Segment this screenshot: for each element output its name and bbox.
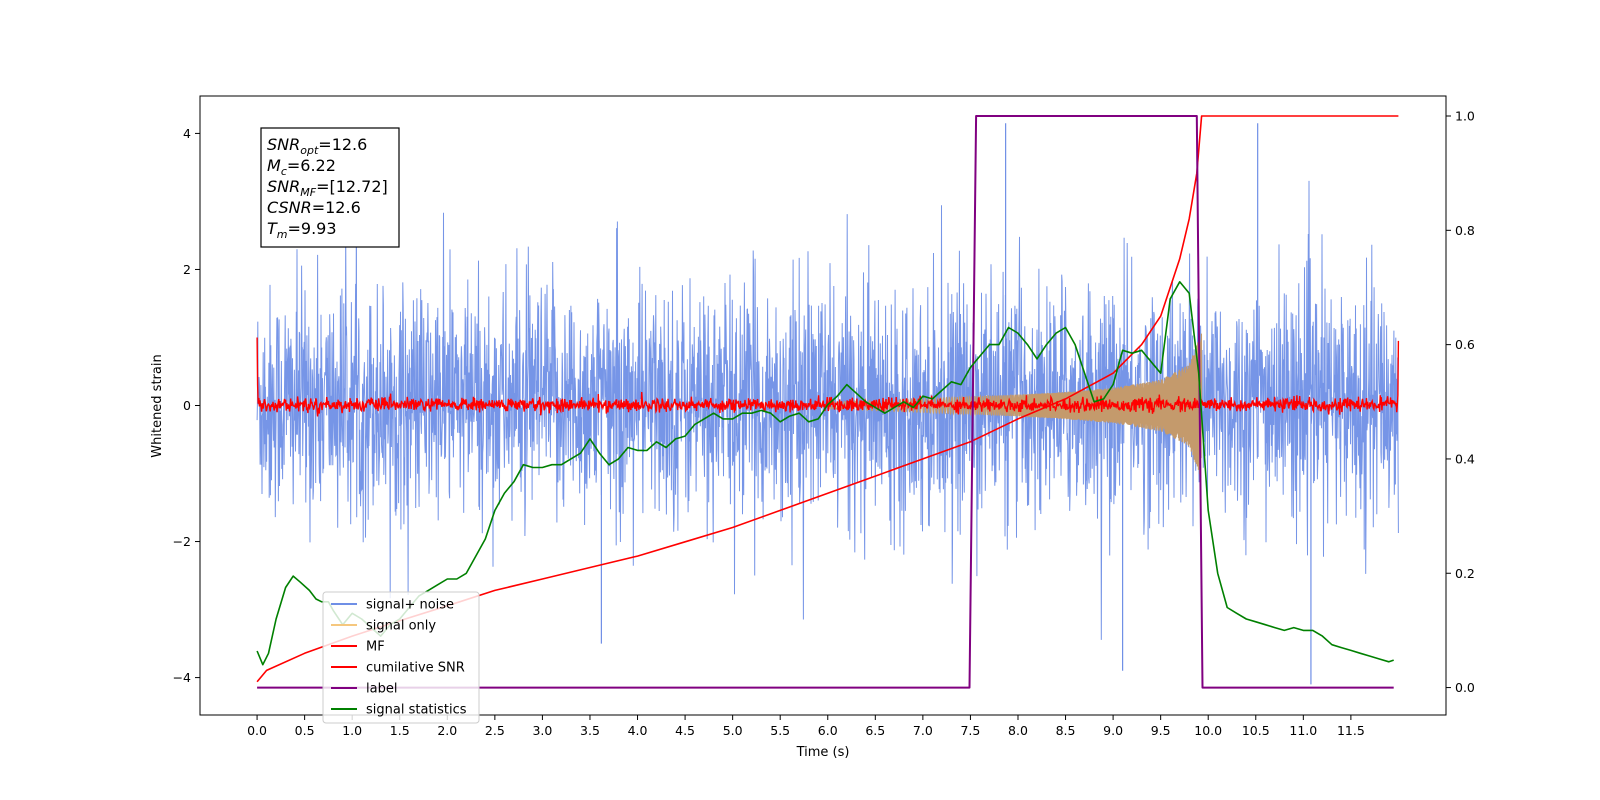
x-tick-label: 7.5 [960, 723, 980, 738]
info-line: Mc=6.22 [267, 156, 336, 178]
y-right-tick-label: 0.0 [1455, 680, 1475, 695]
x-tick-label: 5.5 [770, 723, 790, 738]
x-tick-label: 0.0 [247, 723, 267, 738]
x-tick-label: 9.5 [1151, 723, 1171, 738]
legend-frame [322, 591, 480, 724]
x-tick-label: 7.0 [913, 723, 933, 738]
x-axis: 0.0 0.5 1.0 1.5 2.0 2.5 3.0 3.5 4.0 4.5 5.0 5.5 6.0 6… [247, 715, 1365, 738]
y-axis-label: Whitened strain [150, 354, 165, 457]
info-line: CSNR=12.6 [267, 198, 361, 217]
x-tick-label: 3.0 [532, 723, 552, 738]
x-tick-label: 2.0 [437, 723, 457, 738]
info-line-sub: opt [300, 144, 319, 157]
x-tick-label: 1.0 [342, 723, 362, 738]
info-line-base: SNR [267, 135, 300, 154]
legend-label: cumilative SNR [366, 661, 465, 676]
y-left-tick-label: −2 [173, 534, 191, 549]
info-line-sub: c [281, 165, 287, 178]
x-tick-label: 6.5 [865, 723, 885, 738]
x-tick-label: 0.5 [295, 723, 315, 738]
series-label [257, 115, 1394, 689]
x-tick-label: 8.0 [1008, 723, 1028, 738]
info-line-sub: m [277, 228, 288, 241]
info-line-base: CSNR [267, 198, 312, 217]
y-left-tick-label: 0 [183, 398, 191, 413]
info-line: SNRopt=12.6 [267, 135, 367, 157]
info-line-base: M [267, 156, 281, 175]
info-line-base: SNR [267, 177, 300, 196]
x-tick-label: 4.0 [628, 723, 648, 738]
legend: signal+ noise signal only MF cumilative SNR… [322, 591, 480, 724]
info-box: SNRopt=12.6Mc=6.22SNRMF=[12.72]CSNR=12.6… [260, 127, 400, 248]
y-left-tick-label: −4 [173, 670, 191, 685]
info-line-value: =9.93 [288, 219, 337, 238]
y-right-tick-label: 0.8 [1455, 223, 1475, 238]
legend-label: MF [366, 640, 385, 655]
legend-label: signal+ noise [366, 598, 454, 613]
x-tick-label: 2.5 [485, 723, 505, 738]
y-right-tick-label: 0.2 [1455, 566, 1475, 581]
info-line-base: T [267, 219, 278, 238]
x-tick-label: 9.0 [1103, 723, 1123, 738]
y-right-tick-label: 0.4 [1455, 451, 1475, 466]
x-tick-label: 8.5 [1056, 723, 1076, 738]
y-left-tick-label: 2 [183, 262, 191, 277]
x-tick-label: 5.0 [723, 723, 743, 738]
info-line-value: =6.22 [287, 156, 336, 175]
info-line-value: =[12.72] [316, 177, 388, 196]
y-right-tick-label: 1.0 [1455, 109, 1475, 124]
x-tick-label: 11.0 [1289, 723, 1317, 738]
info-line-value: =12.6 [318, 135, 367, 154]
info-line: SNRMF=[12.72] [267, 177, 388, 199]
series-signal-plus-noise [256, 180, 1399, 640]
info-line-sub: MF [300, 186, 316, 199]
x-tick-label: 11.5 [1337, 723, 1365, 738]
info-line-value: =12.6 [312, 198, 361, 217]
x-tick-label: 4.5 [675, 723, 695, 738]
x-tick-label: 3.5 [580, 723, 600, 738]
y-axis-left: −4 −2 0 2 4 [173, 126, 200, 685]
x-axis-label: Time (s) [796, 745, 850, 760]
info-box-frame [260, 127, 400, 248]
legend-label: signal statistics [366, 703, 467, 718]
y-axis-right: 0.0 0.2 0.4 0.6 0.8 1.0 [1446, 109, 1475, 695]
x-tick-label: 1.5 [390, 723, 410, 738]
y-right-tick-label: 0.6 [1455, 337, 1475, 352]
y-left-tick-label: 4 [183, 126, 191, 141]
x-tick-label: 10.5 [1242, 723, 1270, 738]
x-tick-label: 10.0 [1194, 723, 1222, 738]
legend-label: signal only [366, 619, 436, 634]
info-line: Tm=9.93 [267, 219, 337, 241]
legend-label: label [366, 682, 397, 697]
x-tick-label: 6.0 [818, 723, 838, 738]
